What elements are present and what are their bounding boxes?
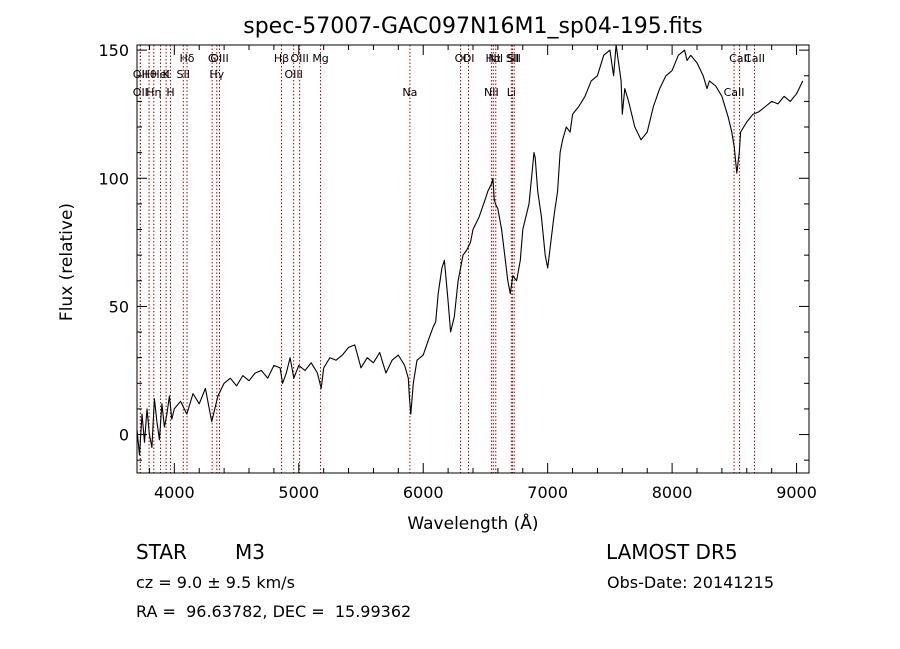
marker-label: Na xyxy=(402,86,417,99)
object-subclass: M3 xyxy=(235,540,265,564)
marker-label: Hδ xyxy=(180,52,195,65)
obs-date: Obs-Date: 20141215 xyxy=(607,573,775,592)
cz-value: cz = 9.0 ± 9.5 km/s xyxy=(136,573,295,592)
marker-label: H xyxy=(166,86,174,99)
x-tick-label: 7000 xyxy=(527,483,568,502)
y-tick-label: 100 xyxy=(98,169,129,188)
marker-label: OIII xyxy=(284,68,302,81)
y-axis-label: Flux (relative) xyxy=(57,203,77,321)
marker-label: Hβ xyxy=(274,52,289,65)
marker-label: Hγ xyxy=(209,68,224,81)
y-tick-label: 150 xyxy=(98,41,129,60)
object-class: STAR xyxy=(136,540,187,564)
marker-label: HeI xyxy=(151,68,169,81)
x-tick-label: 5000 xyxy=(278,483,319,502)
marker-label: OIII xyxy=(290,52,308,65)
plot-frame xyxy=(136,44,810,474)
coordinates: RA = 96.63782, DEC = 15.99362 xyxy=(136,602,412,621)
x-tick-label: 8000 xyxy=(652,483,693,502)
x-axis-label: Wavelength (Å) xyxy=(407,512,538,534)
marker-label: Mg xyxy=(312,52,328,65)
y-tick-label: 50 xyxy=(109,297,129,316)
marker-label: Li xyxy=(507,86,516,99)
marker-label: SII xyxy=(507,52,520,65)
spectrum-series xyxy=(136,44,804,456)
marker-label: NII xyxy=(488,52,503,65)
marker-label: OIII xyxy=(210,52,228,65)
marker-label: G xyxy=(208,52,217,65)
marker-label: CaII xyxy=(744,52,765,65)
chart-title: spec-57007-GAC097N16M1_sp04-195.fits xyxy=(243,14,703,39)
marker-label: Hη xyxy=(146,86,161,99)
x-tick-label: 4000 xyxy=(154,483,195,502)
marker-label: OI xyxy=(455,52,467,65)
marker-label: SII xyxy=(177,68,190,81)
marker-label: Hθ xyxy=(142,68,157,81)
marker-label: SII xyxy=(506,52,519,65)
marker-label: NII xyxy=(484,86,499,99)
marker-label: CaII xyxy=(729,52,750,65)
marker-label: Hα xyxy=(486,52,502,65)
marker-label: OI xyxy=(463,52,475,65)
x-tick-label: 6000 xyxy=(403,483,444,502)
x-tick-label: 9000 xyxy=(776,483,817,502)
marker-label: K xyxy=(163,68,171,81)
survey-name: LAMOST DR5 xyxy=(606,540,738,564)
axis-ticks: 4000 5000 6000 7000 8000 9000 0 50 100 150 xyxy=(98,41,816,502)
marker-label: CaII xyxy=(724,86,745,99)
spectrum-line xyxy=(136,44,804,456)
y-tick-label: 0 xyxy=(119,426,129,445)
